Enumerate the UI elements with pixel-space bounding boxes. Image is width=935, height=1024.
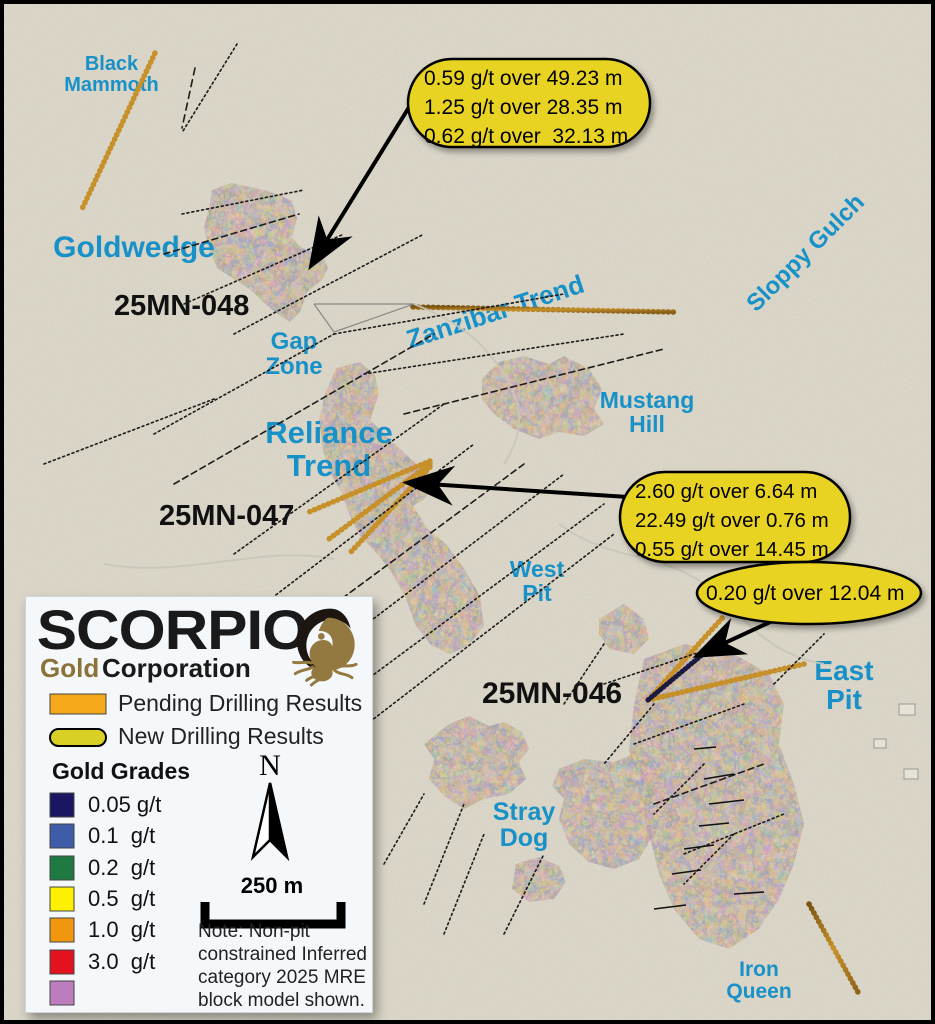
svg-text:Note: Non-pit: Note: Non-pit: [198, 921, 311, 942]
svg-text:22.49 g/t over 0.76 m: 22.49 g/t over 0.76 m: [635, 509, 829, 532]
svg-text:N: N: [259, 749, 281, 782]
svg-text:0.62 g/t over 32.13 m: 0.62 g/t over 32.13 m: [424, 125, 628, 148]
svg-text:0.55 g/t over 14.45 m: 0.55 g/t over 14.45 m: [635, 538, 829, 561]
svg-text:0.2 g/t: 0.2 g/t: [88, 855, 155, 880]
svg-text:Gold Grades: Gold Grades: [52, 758, 190, 784]
svg-text:1.0 g/t: 1.0 g/t: [88, 917, 155, 942]
svg-text:Corporation: Corporation: [102, 653, 251, 683]
svg-text:block model shown.: block model shown.: [198, 990, 365, 1011]
svg-text:1.25 g/t over 28.35 m: 1.25 g/t over 28.35 m: [424, 96, 622, 119]
svg-text:New Drilling Results: New Drilling Results: [118, 723, 324, 749]
svg-text:0.5 g/t: 0.5 g/t: [88, 886, 155, 911]
svg-text:2.60 g/t over 6.64 m: 2.60 g/t over 6.64 m: [635, 480, 817, 503]
svg-text:0.05 g/t: 0.05 g/t: [88, 792, 161, 817]
svg-text:category 2025 MRE: category 2025 MRE: [198, 967, 366, 988]
svg-text:Gold: Gold: [40, 653, 99, 683]
svg-text:0.20 g/t over 12.04 m: 0.20 g/t over 12.04 m: [706, 582, 904, 605]
svg-text:3.0 g/t: 3.0 g/t: [88, 949, 155, 974]
svg-text:constrained Inferred: constrained Inferred: [198, 944, 367, 965]
svg-text:0.1 g/t: 0.1 g/t: [88, 823, 155, 848]
svg-text:0.59 g/t over 49.23 m: 0.59 g/t over 49.23 m: [424, 67, 622, 90]
svg-text:250 m: 250 m: [241, 873, 303, 898]
